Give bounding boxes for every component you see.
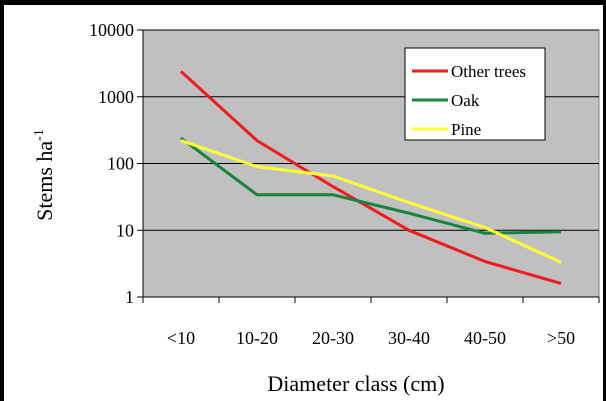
legend-label-other-trees: Other trees xyxy=(451,62,526,81)
legend-box xyxy=(404,47,546,141)
x-tick-label: 20-30 xyxy=(312,328,354,348)
y-tick-label: 10000 xyxy=(89,20,134,40)
legend-label-oak: Oak xyxy=(451,91,480,110)
x-tick-label: >50 xyxy=(547,328,575,348)
y-axis-title-superscript: -1 xyxy=(32,129,47,141)
legend-label-pine: Pine xyxy=(451,120,481,139)
x-tick-label: <10 xyxy=(167,328,195,348)
y-tick-labels: 1 10 100 1000 10000 xyxy=(89,20,134,307)
y-tick-label: 1 xyxy=(125,287,134,307)
series-layer xyxy=(179,70,562,285)
x-tick-label: 30-40 xyxy=(388,328,430,348)
y-axis-title-text: Stems ha xyxy=(32,141,57,221)
x-axis-title: Diameter class (cm) xyxy=(267,371,444,396)
y-tick-label: 1000 xyxy=(98,87,134,107)
axes xyxy=(137,29,600,303)
x-tick-labels: <10 10-20 20-30 30-40 40-50 >50 xyxy=(167,328,575,348)
x-tick-label: 40-50 xyxy=(464,328,506,348)
series-line-other-trees xyxy=(179,70,562,285)
y-tick-label: 10 xyxy=(116,220,134,240)
series-line-pine xyxy=(180,139,562,264)
x-tick-label: 10-20 xyxy=(236,328,278,348)
legend: Other trees Oak Pine xyxy=(404,47,546,141)
y-tick-label: 100 xyxy=(107,154,134,174)
y-axis-title: Stems ha-1 xyxy=(32,129,57,221)
